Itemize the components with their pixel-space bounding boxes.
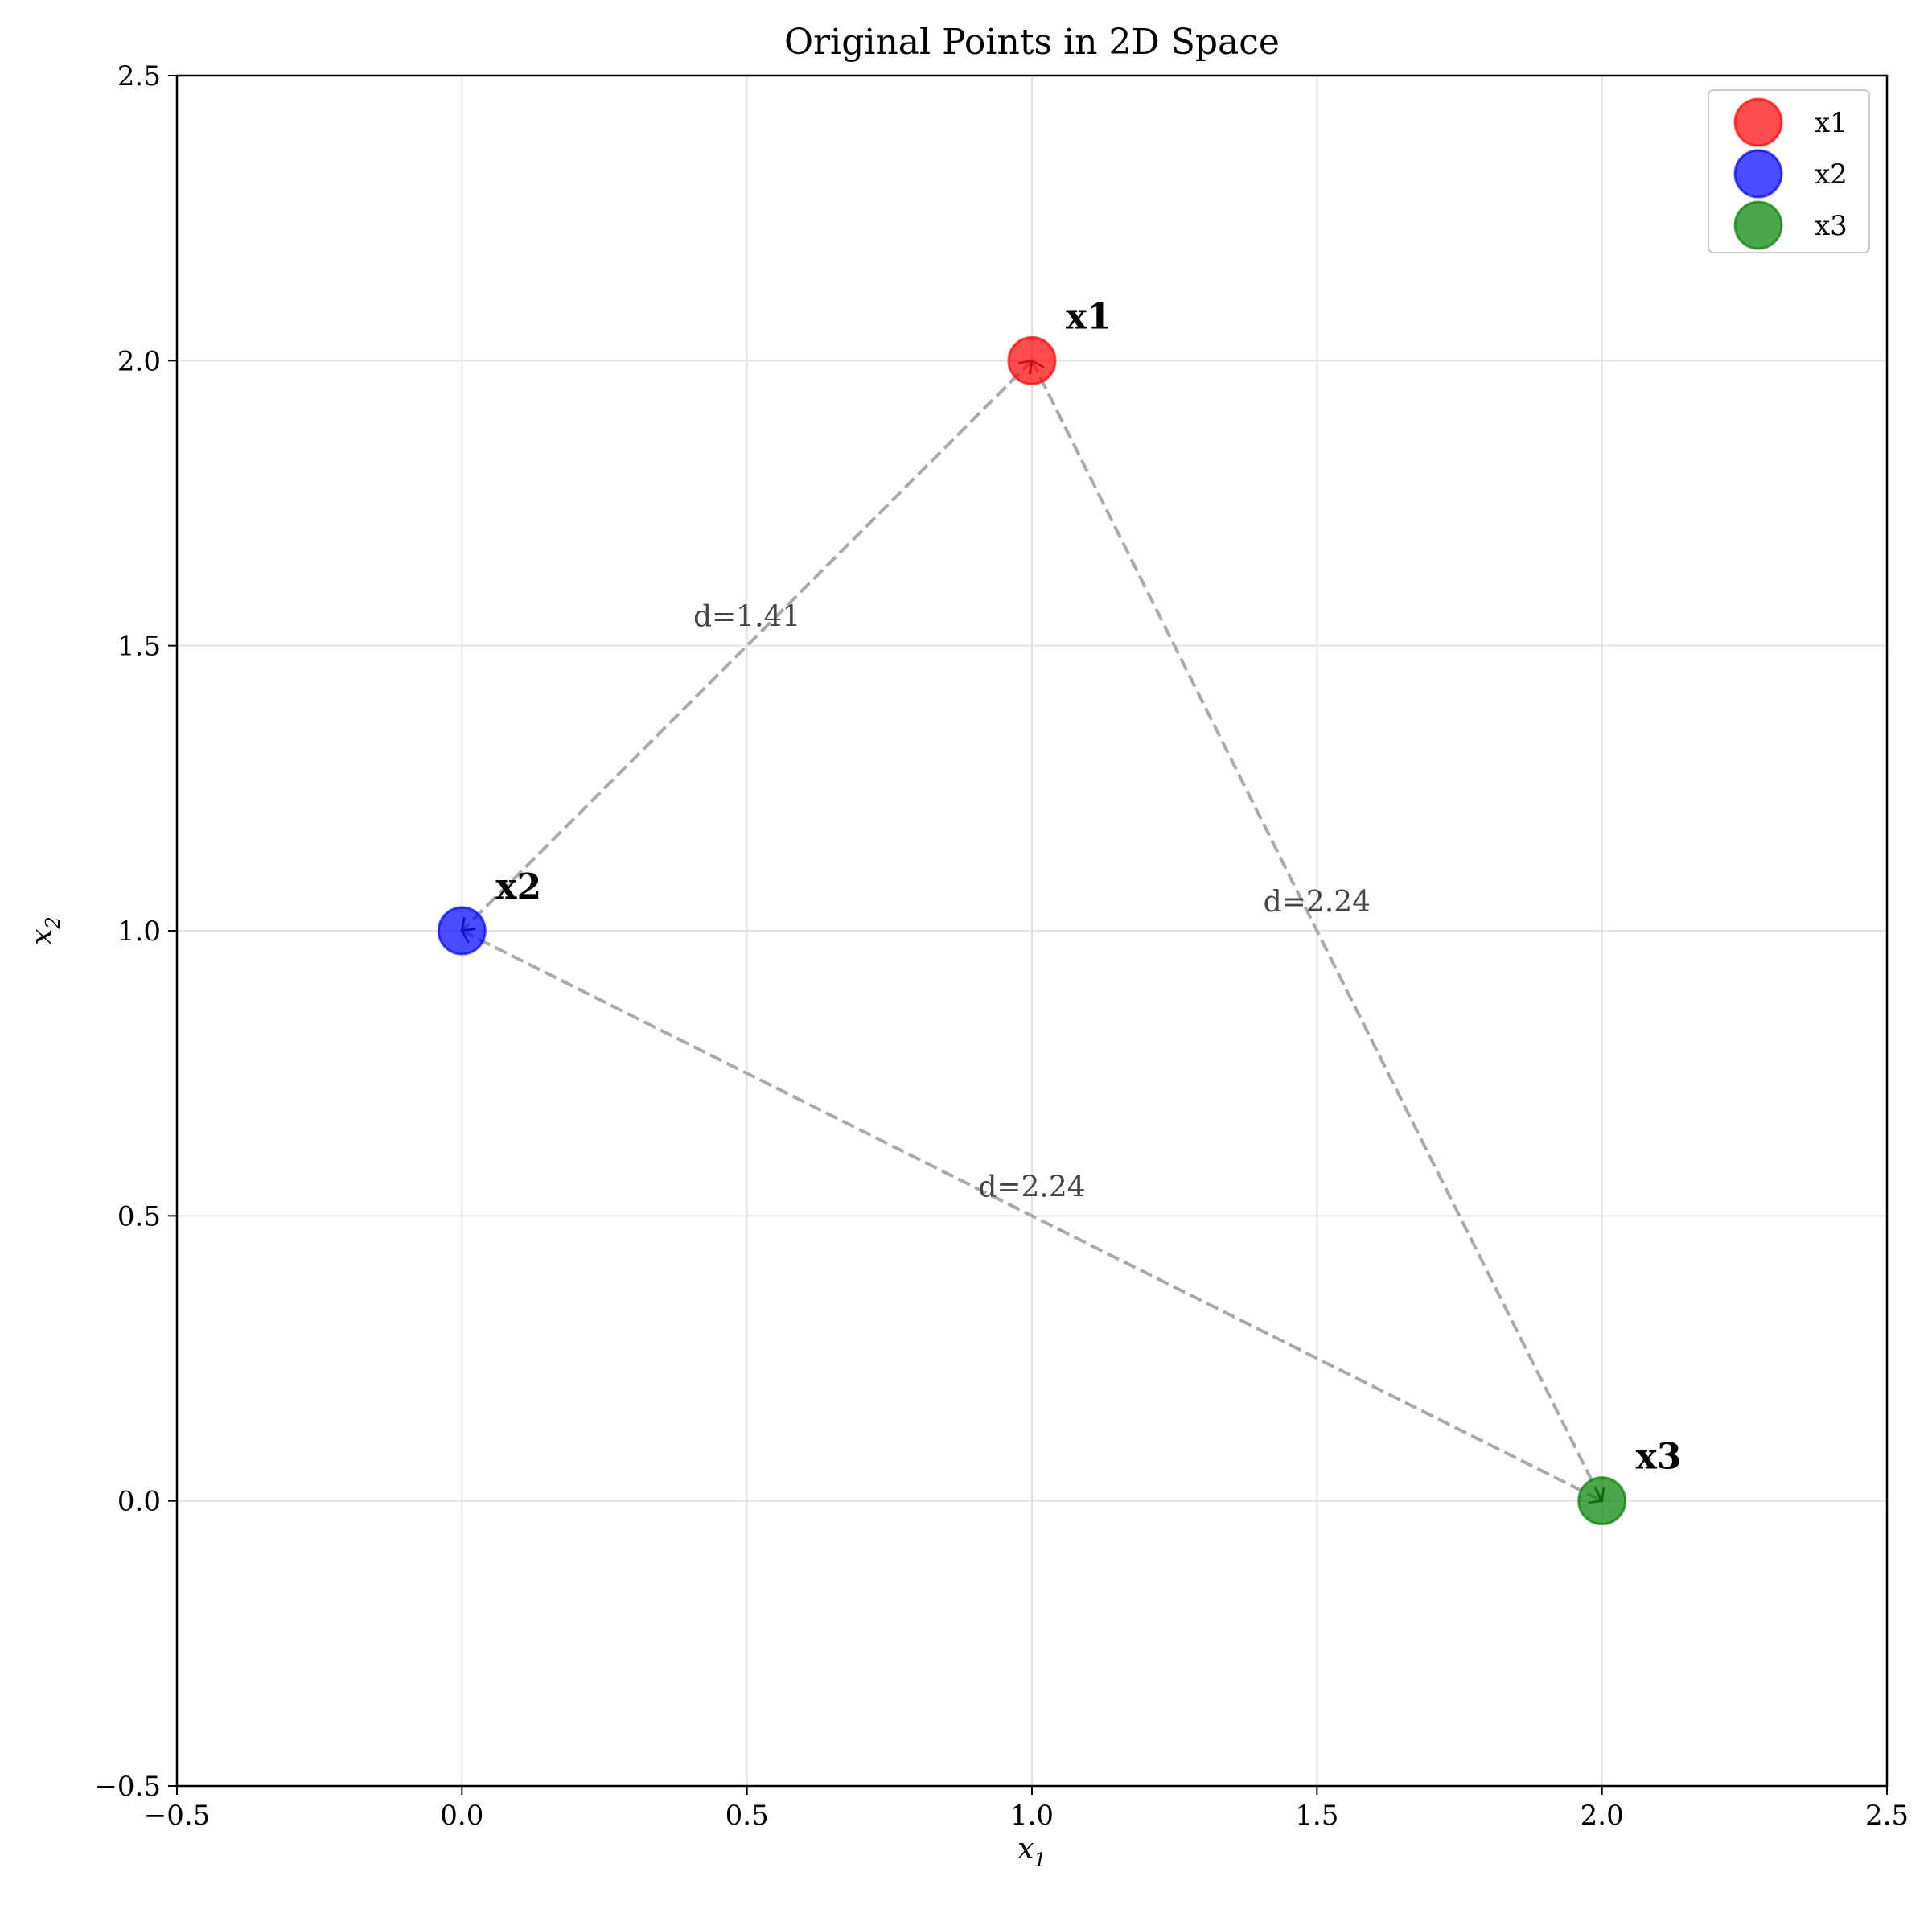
legend-marker-x3 [1733, 200, 1783, 250]
y-axis-title-subscript: 2 [42, 916, 64, 929]
x-axis-title-subscript: 1 [1034, 1849, 1046, 1871]
connection-line [1030, 360, 1604, 1502]
y-tick-label: 0.5 [117, 1200, 161, 1232]
distance-label: d=2.24 [1264, 886, 1371, 919]
x-tick-label: −0.5 [144, 1800, 211, 1832]
point-label-x3: x3 [1636, 1437, 1682, 1478]
annotations: d=1.41 d=2.24 d=2.24 x1 x2 x3 [495, 296, 1681, 1477]
point-x2 [437, 906, 487, 956]
distance-label: d=2.24 [978, 1170, 1085, 1203]
data-points [437, 335, 1627, 1526]
x-tick-label: 2.0 [1581, 1800, 1624, 1832]
y-tick-label: 2.5 [117, 60, 161, 93]
connection-line [461, 929, 1603, 1503]
x-tick-label: 2.5 [1865, 1800, 1909, 1832]
y-axis-title: x2 [26, 916, 64, 945]
y-tick-label: 2.0 [117, 345, 161, 377]
point-x3 [1577, 1476, 1627, 1526]
x-tick-label: 1.0 [1010, 1800, 1054, 1832]
x-axis-title-main: x [1017, 1833, 1034, 1866]
legend-label-x2: x2 [1815, 158, 1848, 191]
x-tick-label: 0.5 [726, 1800, 769, 1832]
legend-marker-x2 [1733, 149, 1783, 199]
point-label-x2: x2 [495, 866, 541, 907]
legend-label-x1: x1 [1815, 107, 1848, 139]
x-axis-title: x1 [1017, 1833, 1046, 1871]
y-tick-label: 0.0 [117, 1486, 161, 1518]
point-x1 [1007, 335, 1057, 385]
x-tick-label: 1.5 [1295, 1800, 1338, 1832]
chart-title: Original Points in 2D Space [784, 22, 1280, 63]
x-tick-label: 0.0 [440, 1800, 483, 1832]
connection-line [460, 359, 1034, 932]
y-axis-title-main: x [26, 928, 59, 944]
y-tick-label: −0.5 [94, 1771, 161, 1803]
point-label-x1: x1 [1066, 296, 1112, 337]
legend: x1 x2 x3 [1708, 89, 1870, 253]
y-tick-label: 1.0 [117, 915, 161, 948]
y-tick-label: 1.5 [117, 631, 161, 663]
axis-ticks: −0.5 0.0 0.5 1.0 1.5 2.0 2.5 −0.5 0.0 0.5 1.0 1.5 2.… [94, 60, 1909, 1832]
legend-marker-x1 [1733, 97, 1783, 147]
legend-label-x3: x3 [1815, 210, 1848, 242]
distance-label: d=1.41 [693, 601, 800, 634]
